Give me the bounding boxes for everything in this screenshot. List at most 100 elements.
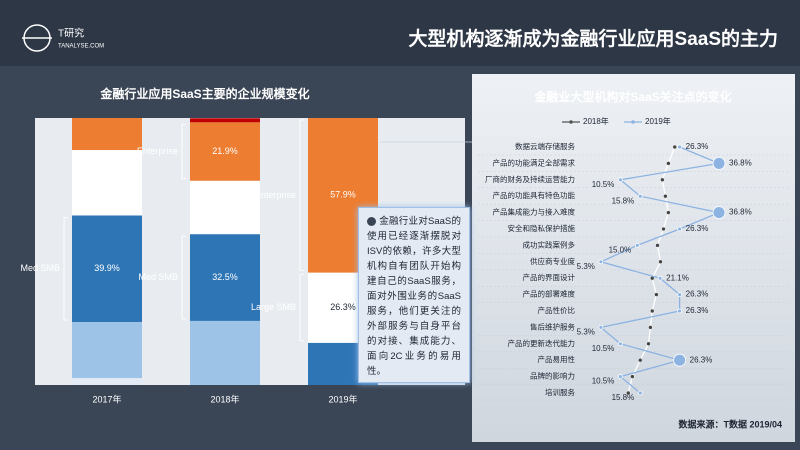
page-title: 大型机构逐渐成为金融行业应用SaaS的主力 xyxy=(409,27,778,50)
point xyxy=(677,292,683,298)
y-tick-label: 产品性价比 xyxy=(538,305,576,315)
value-label: 21.9% xyxy=(212,146,238,156)
point xyxy=(646,341,651,347)
y-tick-label: 产品的功能满足全部需求 xyxy=(493,157,576,167)
point xyxy=(617,177,623,183)
point xyxy=(598,259,604,265)
value-label: 10.5% xyxy=(592,180,615,189)
value-label: 15.8% xyxy=(612,393,635,402)
bracket xyxy=(181,235,186,320)
bar-segment xyxy=(72,215,142,322)
bullet xyxy=(367,216,376,226)
annotation: Enterprise xyxy=(136,146,178,156)
point xyxy=(672,144,677,150)
bar-segment xyxy=(72,378,142,385)
callout-text: 金融行业对SaaS的使用已经逐渐摆脱对ISV的依赖，许多大型机构自有团队开始构建… xyxy=(367,216,461,377)
bar-segment xyxy=(72,118,142,151)
bar-segment xyxy=(72,150,142,216)
point xyxy=(677,226,683,232)
y-tick-label: 售后维护服务 xyxy=(530,321,575,331)
point xyxy=(712,206,726,220)
y-tick-label: 产品的界面设计 xyxy=(523,272,576,282)
bar-segment xyxy=(190,320,260,385)
y-tick-label: 产品的更新迭代能力 xyxy=(508,338,576,348)
point xyxy=(637,193,643,199)
value-label: 26.3% xyxy=(686,142,709,151)
value-label: 26.3% xyxy=(330,302,356,312)
bar-segment xyxy=(190,234,260,321)
value-label: 10.5% xyxy=(592,344,615,353)
point xyxy=(712,156,726,170)
chart-title: 金融行业应用SaaS主要的企业规模变化 xyxy=(99,86,309,101)
point xyxy=(617,374,623,380)
value-label: 5.3% xyxy=(577,262,595,271)
point xyxy=(673,353,687,367)
y-tick-label: 成功实践案例多 xyxy=(523,239,576,249)
value-label: 5.3% xyxy=(577,328,595,337)
value-label: 15.0% xyxy=(609,246,632,255)
point xyxy=(634,242,640,248)
bracket xyxy=(299,119,304,271)
point xyxy=(666,210,671,215)
value-label: 15.8% xyxy=(612,196,635,205)
point xyxy=(638,357,643,363)
value-label: 36.8% xyxy=(729,208,752,217)
point xyxy=(630,374,635,379)
header-bar xyxy=(0,0,800,66)
point xyxy=(661,226,666,232)
y-tick-label: 培训服务 xyxy=(545,387,575,397)
point xyxy=(648,325,653,330)
right-panel xyxy=(472,74,795,442)
bar-segment xyxy=(190,122,260,181)
y-tick-label: 数据云端存储服务 xyxy=(515,141,575,151)
value-label: 26.3% xyxy=(686,224,709,233)
callout: 金融行业对SaaS的使用已经逐渐摆脱对ISV的依赖，许多大型机构自有团队开始构建… xyxy=(358,207,470,383)
y-tick-label: 产品的部署难度 xyxy=(523,289,576,299)
y-tick-label: 产品的功能具有特色功能 xyxy=(493,190,576,200)
point xyxy=(598,324,604,330)
x-tick-label: 2018年 xyxy=(210,393,239,404)
point xyxy=(650,308,655,314)
logo-site: TANALYSE.COM xyxy=(58,44,104,50)
point xyxy=(617,341,623,347)
annotation: Enterprise xyxy=(254,189,296,200)
annotation: Med SMB xyxy=(20,263,60,274)
bar-segment xyxy=(72,321,142,379)
point xyxy=(654,292,659,297)
logo: T研究 xyxy=(58,27,84,40)
y-tick-label: 产品易用性 xyxy=(538,354,576,364)
bracket xyxy=(181,123,186,180)
point xyxy=(663,193,668,199)
y-tick-label: 厂商的财务及持续运营能力 xyxy=(485,174,575,184)
series-line xyxy=(598,146,722,394)
x-tick-label: 2019年 xyxy=(328,393,357,404)
value-label: 36.8% xyxy=(729,159,752,168)
y-tick-label: 产品集成能力与接入难度 xyxy=(493,207,576,217)
y-tick-label: 品牌的影响力 xyxy=(530,371,575,381)
annotation: Large SMB xyxy=(250,302,296,313)
value-label: 10.5% xyxy=(592,377,615,386)
y-tick-label: 供应商专业度 xyxy=(530,256,575,266)
value-label: 32.5% xyxy=(212,272,238,282)
bracket xyxy=(299,274,304,342)
point xyxy=(637,390,643,396)
point xyxy=(657,275,663,281)
point xyxy=(677,308,683,314)
x-tick-label: 2017年 xyxy=(92,393,121,404)
point xyxy=(666,161,671,166)
legend-marker xyxy=(569,120,573,124)
point xyxy=(626,390,631,396)
value-label: 21.1% xyxy=(666,273,689,282)
point xyxy=(658,259,663,265)
value-label: 26.3% xyxy=(686,306,709,315)
value-label: 39.9% xyxy=(94,263,120,273)
value-label: 26.3% xyxy=(690,355,713,364)
legend-label: 2019年 xyxy=(645,116,671,126)
series-line xyxy=(627,146,676,394)
chart-title: 金融业大型机构对SaaS关注点的变化 xyxy=(533,89,731,104)
value-label: 26.3% xyxy=(686,290,709,299)
annotation: Med SMB xyxy=(138,272,178,283)
point xyxy=(655,243,660,248)
